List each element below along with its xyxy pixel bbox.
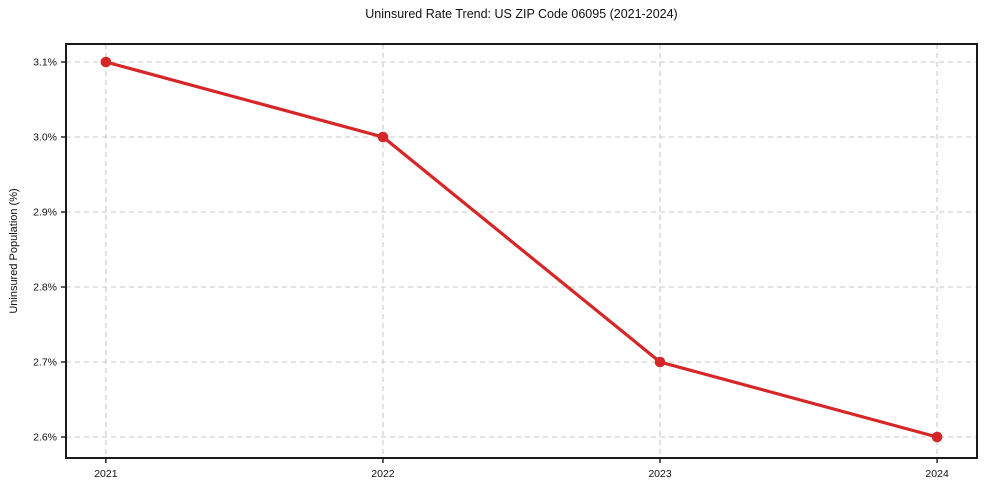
data-point-marker — [100, 56, 112, 68]
y-tick-label: 2.9% — [33, 207, 57, 219]
plot-border — [65, 43, 978, 459]
x-tick-label: 2022 — [371, 468, 395, 480]
x-tick-label: 2021 — [94, 468, 118, 480]
trend-line — [104, 60, 939, 439]
data-point-marker — [931, 431, 943, 443]
y-tick-label: 2.8% — [33, 282, 57, 294]
chart-title: Uninsured Rate Trend: US ZIP Code 06095 … — [365, 7, 678, 21]
data-point-marker — [377, 131, 389, 143]
y-tick-label: 3.0% — [33, 132, 57, 144]
x-tick-label: 2024 — [925, 468, 949, 480]
y-tick-label: 2.6% — [33, 432, 57, 444]
y-tick-label: 2.7% — [33, 357, 57, 369]
y-tick-label: 3.1% — [33, 57, 57, 69]
x-tick-label: 2023 — [648, 468, 672, 480]
data-point-marker — [654, 356, 666, 368]
